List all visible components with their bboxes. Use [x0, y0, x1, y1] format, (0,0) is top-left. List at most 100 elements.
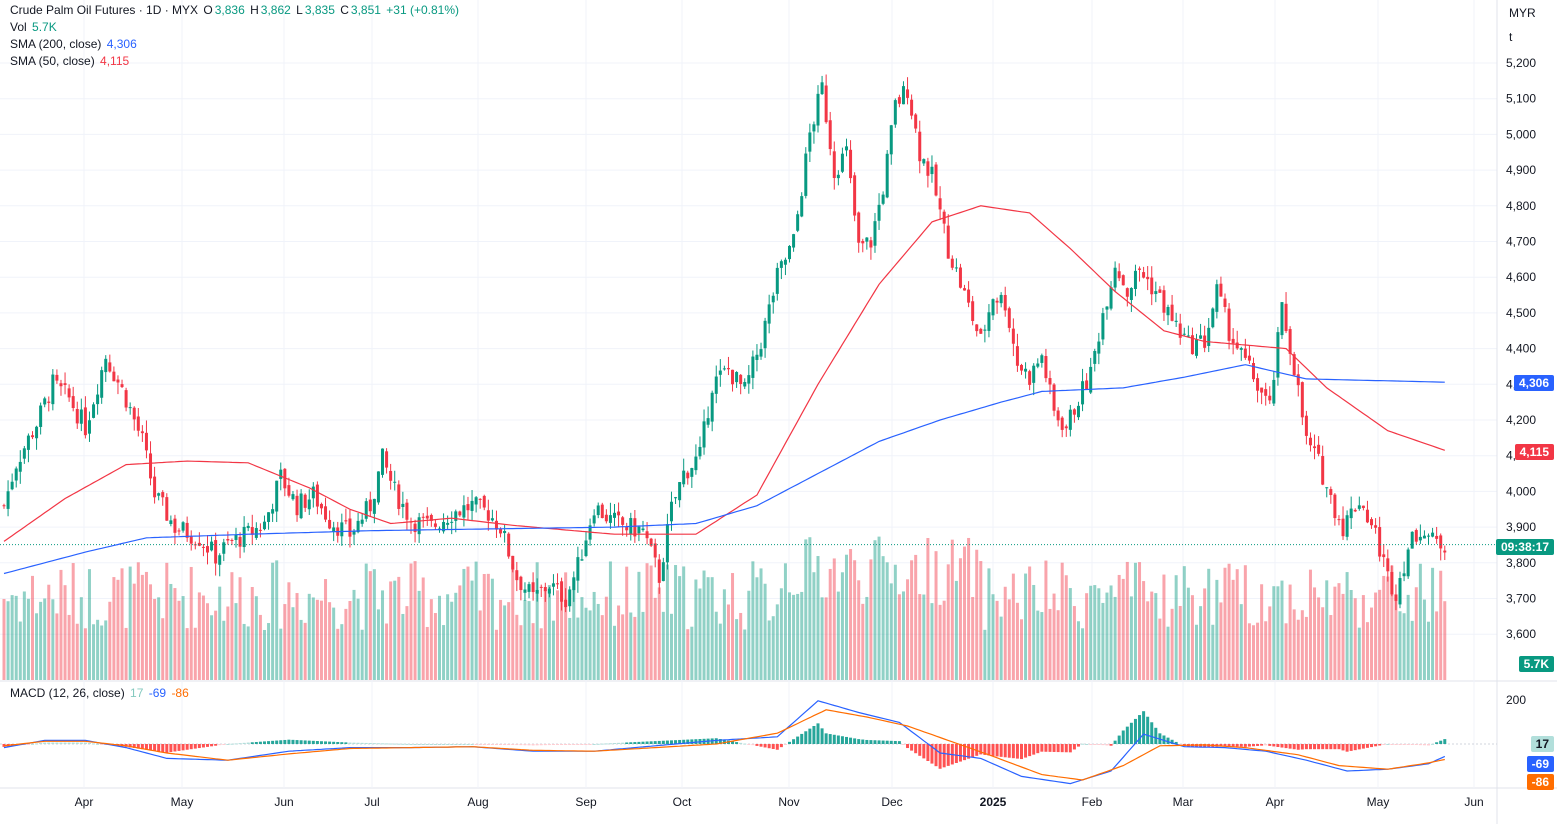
macd-histogram-bar [649, 741, 653, 744]
unit-label[interactable]: t [1509, 30, 1513, 44]
volume-bar [1040, 612, 1044, 680]
candle-body [967, 289, 971, 303]
macd-histogram-bar [1024, 744, 1028, 758]
candle-body [112, 371, 116, 382]
volume-bar [153, 598, 157, 680]
volume-bar [246, 626, 250, 680]
volume-bar [417, 590, 421, 680]
macd-histogram-bar [169, 744, 173, 753]
candle-body [735, 372, 739, 383]
sma200-legend[interactable]: SMA (200, close) 4,306 [10, 36, 139, 53]
time-tick-label: May [1367, 795, 1390, 809]
macd-histogram-bar [1280, 744, 1284, 748]
volume-bar [617, 605, 621, 680]
volume-bar [128, 566, 132, 680]
candle-body [144, 432, 148, 451]
sma200-value: 4,306 [106, 37, 137, 51]
candle-body [1288, 329, 1292, 354]
macd-legend[interactable]: MACD (12, 26, close) 17 -69 -86 [10, 685, 191, 702]
macd-histogram-bar [222, 744, 226, 745]
time-tick-label: 2025 [980, 795, 1007, 809]
candle-body [535, 589, 539, 594]
volume-bar [1349, 589, 1353, 680]
candle-body [853, 175, 857, 216]
candle-body [275, 480, 279, 512]
macd-pane [0, 700, 1497, 785]
candle-body [767, 304, 771, 324]
volume-bar [376, 609, 380, 680]
candle-body [726, 368, 730, 370]
candles [0, 74, 1497, 613]
macd-label: MACD (12, 26, close) [10, 686, 125, 700]
volume-bar [967, 537, 971, 680]
candle-body [718, 370, 722, 375]
macd-histogram-bar [865, 739, 869, 744]
macd-signal-tag: -86 [1526, 774, 1554, 790]
volume-bar [1121, 578, 1125, 680]
macd-histogram-bar [315, 741, 319, 744]
candle-body [963, 288, 967, 291]
volume-bar [79, 597, 83, 680]
volume-legend[interactable]: Vol 5.7K [10, 19, 59, 36]
volume-bar [1365, 622, 1369, 680]
macd-histogram-bar [682, 739, 686, 744]
sma50-legend[interactable]: SMA (50, close) 4,115 [10, 53, 131, 70]
macd-histogram-bar [1268, 744, 1272, 746]
macd-histogram-bar [352, 742, 356, 744]
candle-body [128, 407, 132, 409]
candle-body [759, 349, 763, 357]
macd-histogram-bar [958, 744, 962, 762]
volume-bar [979, 561, 983, 680]
macd-histogram-bar [43, 742, 47, 744]
candle-body [108, 362, 112, 372]
volume-bar [1292, 609, 1296, 680]
candle-body [124, 390, 128, 408]
candle-body [494, 520, 498, 530]
volume-bar [1390, 565, 1394, 680]
macd-histogram-bar [914, 744, 918, 754]
volume-bar [568, 617, 572, 680]
macd-histogram-bar [328, 741, 332, 744]
candle-body [120, 384, 124, 388]
volume-bar [1313, 587, 1317, 680]
macd-histogram-bar [368, 743, 372, 745]
candle-body [637, 526, 641, 534]
currency-label[interactable]: MYR [1509, 6, 1536, 20]
volume-bar [149, 584, 153, 680]
volume-bar [971, 597, 975, 680]
sma200-label: SMA (200, close) [10, 37, 102, 51]
volume-bar [437, 595, 441, 680]
symbol-legend[interactable]: Crude Palm Oil Futures · 1D · MYX O 3,836… [10, 2, 461, 19]
volume-bar [515, 614, 519, 680]
volume-bar [1223, 567, 1227, 680]
time-tick-label: Jun [1464, 795, 1483, 809]
volume-bar [1199, 606, 1203, 680]
volume-bar [1321, 607, 1325, 680]
candle-body [808, 132, 812, 152]
volume-bar [950, 539, 954, 680]
candle-body [1390, 572, 1394, 595]
macd-histogram-bar [967, 744, 971, 759]
candle-body [429, 514, 433, 521]
macd-histogram-bar [409, 744, 413, 745]
candle-body [1190, 335, 1194, 355]
volume-bar [963, 546, 967, 680]
volume-bar [1219, 602, 1223, 680]
macd-histogram-bar [755, 744, 759, 746]
macd-histogram-bar [1085, 744, 1089, 745]
price-tick-label: 3,700 [1506, 592, 1536, 606]
macd-histogram-bar [796, 736, 800, 744]
volume-bar [816, 556, 820, 680]
macd-histogram-bar [743, 743, 747, 745]
volume-bar [43, 598, 47, 680]
macd-histogram-bar [604, 743, 608, 745]
macd-histogram-bar [1256, 744, 1260, 746]
volume-bar [686, 629, 690, 680]
volume-bar [1361, 595, 1365, 680]
candle-body [1427, 535, 1430, 537]
macd-histogram-bar [1142, 711, 1146, 744]
candle-body [258, 529, 262, 531]
volume-bar [1410, 620, 1414, 680]
candle-body [1195, 339, 1199, 356]
